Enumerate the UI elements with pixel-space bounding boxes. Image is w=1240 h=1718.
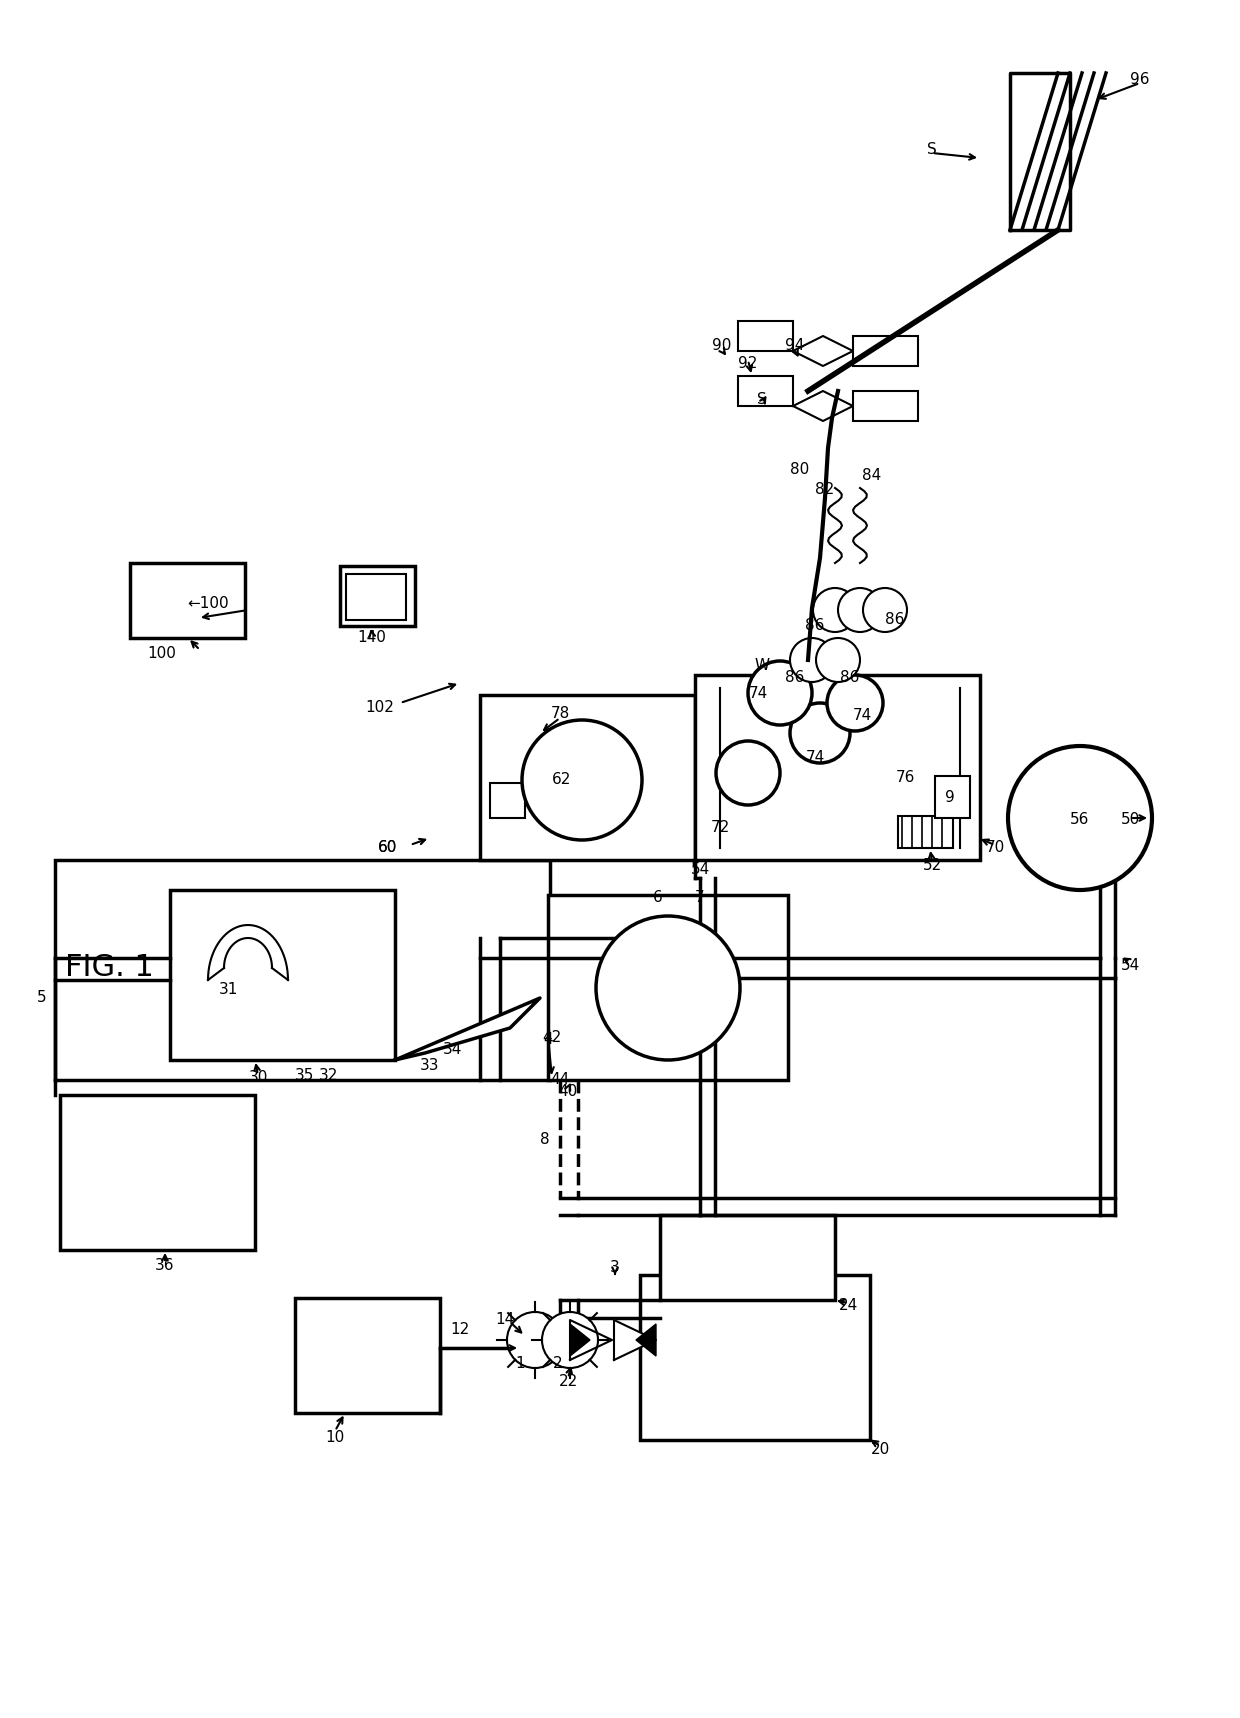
Text: S: S [758, 392, 766, 407]
Text: 34: 34 [443, 1043, 461, 1058]
Text: 84: 84 [862, 469, 882, 483]
Text: 100: 100 [148, 646, 176, 660]
Text: 9: 9 [945, 790, 955, 806]
Circle shape [748, 661, 812, 725]
Bar [694, 675, 980, 861]
Text: 3: 3 [610, 1261, 620, 1275]
Polygon shape [570, 1319, 613, 1361]
Bar [640, 1275, 870, 1440]
Text: 30: 30 [248, 1070, 268, 1086]
Text: 60: 60 [378, 840, 398, 856]
Bar [295, 1299, 440, 1412]
Bar [130, 564, 246, 637]
Bar [548, 895, 787, 1081]
Circle shape [507, 1313, 563, 1368]
Text: 56: 56 [1070, 813, 1090, 828]
Bar [853, 392, 918, 421]
Text: S: S [928, 143, 937, 158]
Text: 76: 76 [895, 770, 915, 785]
Polygon shape [794, 337, 853, 366]
Text: 86: 86 [805, 618, 825, 634]
Text: 35: 35 [295, 1067, 315, 1082]
Text: 31: 31 [218, 983, 238, 998]
Text: 36: 36 [155, 1259, 175, 1273]
Text: ←100: ←100 [187, 596, 229, 610]
Text: 12: 12 [450, 1323, 470, 1338]
Bar [60, 1094, 255, 1251]
Text: 24: 24 [838, 1299, 858, 1314]
Text: 80: 80 [790, 462, 810, 478]
Bar [660, 1215, 835, 1301]
Text: 102: 102 [366, 701, 394, 715]
Text: 90: 90 [712, 338, 732, 354]
Text: 44: 44 [551, 1072, 569, 1087]
Text: 1: 1 [515, 1356, 525, 1371]
Text: 42: 42 [542, 1031, 562, 1046]
Text: 54: 54 [1121, 959, 1140, 974]
Bar [738, 321, 794, 350]
Text: 54: 54 [691, 862, 709, 878]
Polygon shape [570, 1325, 590, 1356]
Text: 96: 96 [1130, 72, 1149, 88]
Circle shape [542, 1313, 598, 1368]
Bar [346, 574, 405, 620]
Bar [170, 890, 396, 1060]
Text: 94: 94 [785, 338, 805, 354]
Text: W: W [754, 658, 770, 673]
Text: 10: 10 [325, 1431, 345, 1445]
Text: 86: 86 [841, 670, 859, 685]
Bar [935, 777, 970, 818]
Circle shape [790, 703, 849, 763]
Text: 20: 20 [870, 1443, 889, 1457]
Circle shape [863, 588, 906, 632]
Text: 70: 70 [986, 840, 1004, 856]
Text: 86: 86 [885, 613, 905, 627]
Text: 52: 52 [923, 859, 941, 873]
Bar [55, 861, 551, 1081]
Text: 78: 78 [551, 706, 569, 720]
Circle shape [813, 588, 857, 632]
Text: 4: 4 [543, 1033, 553, 1048]
Text: 74: 74 [852, 708, 872, 723]
Text: 72: 72 [711, 821, 729, 835]
Text: 50: 50 [1121, 813, 1140, 828]
Text: 2: 2 [553, 1356, 563, 1371]
Text: 92: 92 [738, 356, 758, 371]
Polygon shape [614, 1319, 656, 1361]
Circle shape [596, 916, 740, 1060]
Circle shape [1008, 746, 1152, 890]
Circle shape [522, 720, 642, 840]
Text: 5: 5 [37, 991, 47, 1005]
Text: 82: 82 [816, 483, 835, 498]
Bar [738, 376, 794, 405]
Text: 6: 6 [653, 890, 663, 905]
Text: 60: 60 [378, 840, 398, 856]
Text: 7: 7 [696, 890, 704, 905]
Text: 74: 74 [749, 685, 768, 701]
Circle shape [838, 588, 882, 632]
Bar [490, 783, 525, 818]
Polygon shape [794, 392, 853, 421]
Text: 74: 74 [805, 751, 825, 766]
Circle shape [790, 637, 835, 682]
Text: 86: 86 [785, 670, 805, 685]
Text: 22: 22 [558, 1374, 578, 1390]
Bar [480, 696, 694, 861]
Circle shape [816, 637, 861, 682]
Polygon shape [396, 998, 539, 1060]
Bar [898, 816, 954, 849]
Circle shape [827, 675, 883, 730]
Text: FIG. 1: FIG. 1 [64, 953, 154, 983]
Text: 8: 8 [541, 1132, 549, 1148]
Polygon shape [636, 1325, 656, 1356]
Text: 62: 62 [552, 773, 572, 787]
Text: 33: 33 [420, 1058, 440, 1074]
Bar [340, 565, 415, 625]
Circle shape [715, 740, 780, 806]
Text: 14: 14 [495, 1313, 515, 1328]
Bar [853, 337, 918, 366]
Text: 40: 40 [558, 1084, 578, 1100]
Text: 32: 32 [319, 1067, 337, 1082]
Text: 140: 140 [357, 631, 387, 646]
